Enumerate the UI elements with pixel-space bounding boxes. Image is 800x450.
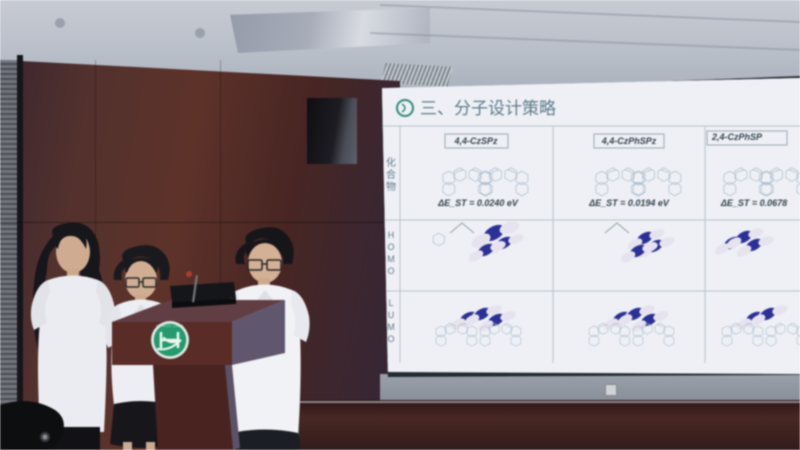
svg-text:2,4-CzPhSP: 2,4-CzPhSP: [711, 132, 763, 142]
svg-text:O: O: [387, 242, 394, 252]
svg-text:ΔE_ST = 0.0240 eV: ΔE_ST = 0.0240 eV: [437, 198, 519, 208]
svg-text:L: L: [388, 298, 393, 308]
svg-text:化: 化: [386, 156, 396, 169]
svg-text:4,4-CzPhSPz: 4,4-CzPhSPz: [601, 136, 657, 146]
svg-text:三、分子设计策略: 三、分子设计策略: [420, 99, 556, 118]
svg-text:M: M: [387, 322, 395, 332]
svg-text:ΔE_ST = 0.0678: ΔE_ST = 0.0678: [720, 198, 787, 208]
svg-text:M: M: [387, 254, 395, 264]
svg-text:4,4-CzSPz: 4,4-CzSPz: [453, 136, 498, 146]
svg-text:物: 物: [386, 180, 396, 193]
svg-text:合: 合: [386, 168, 396, 181]
svg-text:SCHOOL LOGO: SCHOOL LOGO: [156, 324, 184, 328]
svg-text:O: O: [387, 334, 394, 344]
svg-text:H: H: [388, 230, 395, 240]
svg-text:ΔE_ST = 0.0194 eV: ΔE_ST = 0.0194 eV: [588, 198, 670, 208]
svg-text:O: O: [387, 266, 394, 276]
svg-text:U: U: [388, 310, 395, 320]
